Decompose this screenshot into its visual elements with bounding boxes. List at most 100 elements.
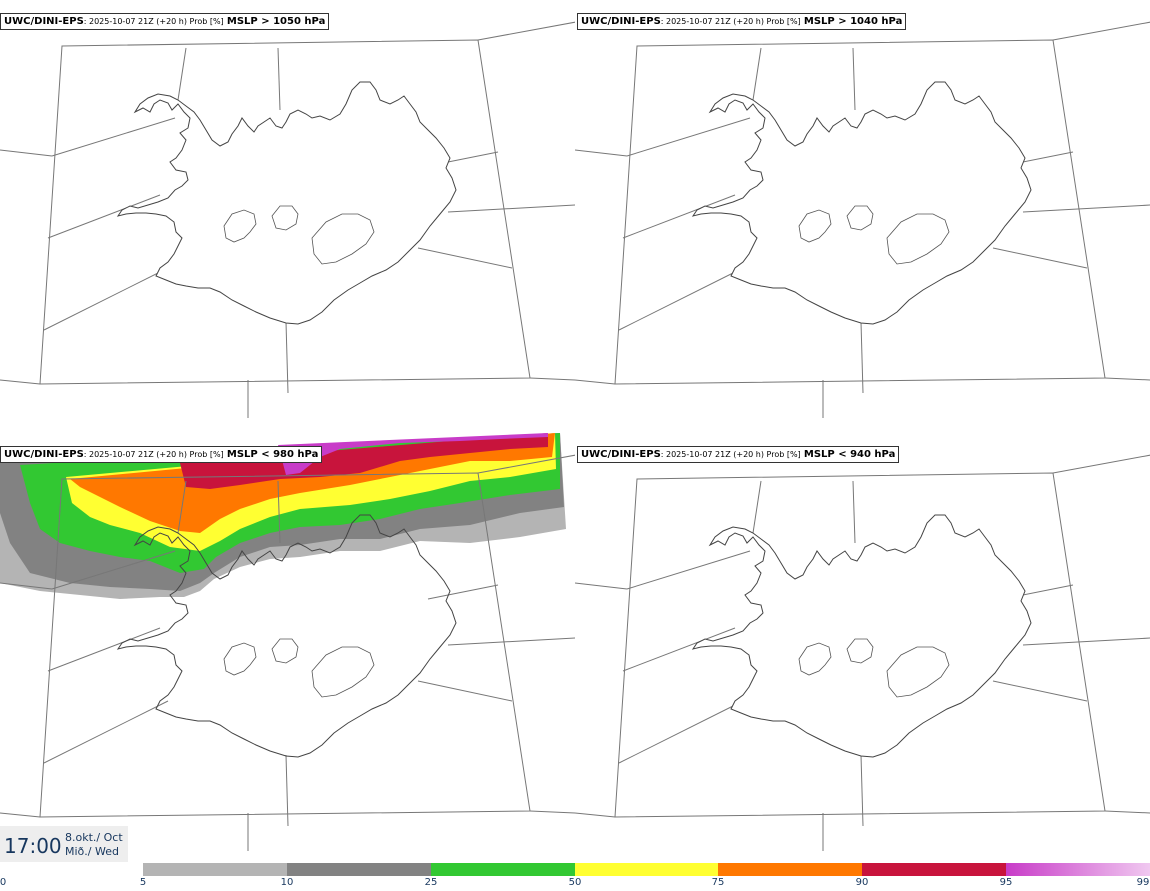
colorbar-tick-label: 99: [1136, 877, 1150, 888]
glacier-outline: [311, 646, 375, 698]
grid-line: [43, 267, 169, 331]
grid-line: [0, 812, 41, 818]
grid-line: [622, 627, 736, 672]
panel-title: UWC/DINI-EPS: 2025-10-07 21Z (+20 h) Pro…: [0, 446, 323, 463]
probability-band: [278, 433, 548, 475]
field-name: MSLP < 980 hPa: [226, 449, 319, 460]
grid-line: [1022, 637, 1150, 646]
glacier-outline: [798, 642, 832, 676]
colorbar-tick-label: 95: [999, 877, 1013, 888]
grid-line: [447, 204, 575, 213]
panel-title: UWC/DINI-EPS: 2025-10-07 21Z (+20 h) Pro…: [0, 13, 330, 30]
run-info: : 2025-10-07 21Z (+20 h) Prob [%]: [83, 17, 224, 26]
colorbar-segment: [143, 863, 287, 876]
colorbar-segment: [430, 863, 575, 876]
probability-colorbar: [143, 863, 1150, 876]
glacier-outline: [223, 642, 257, 676]
run-info: : 2025-10-07 21Z (+20 h) Prob [%]: [660, 17, 801, 26]
colorbar-tick-label: 10: [280, 877, 294, 888]
grid-line: [0, 379, 41, 385]
grid-line: [0, 149, 53, 157]
grid-line: [529, 810, 575, 814]
grid-line: [575, 582, 628, 590]
grid-line: [47, 194, 161, 239]
grid-line: [51, 550, 176, 590]
grid-line: [852, 47, 856, 111]
grid-line: [285, 321, 289, 394]
date-line-2: Mið./ Wed: [65, 845, 119, 858]
panel-title: UWC/DINI-EPS: 2025-10-07 21Z (+20 h) Pro…: [577, 446, 900, 463]
grid-line: [575, 812, 616, 818]
probability-band: [70, 433, 555, 533]
grid-line: [626, 550, 751, 590]
colorbar-tick-label: 90: [855, 877, 869, 888]
grid-line: [47, 627, 161, 672]
field-name: MSLP < 940 hPa: [803, 449, 896, 460]
grid-line: [0, 582, 53, 590]
map-canvas: [575, 454, 1150, 851]
grid-line: [477, 21, 575, 41]
colorbar-tick-label: 25: [424, 877, 438, 888]
colorbar-segment: [286, 863, 431, 876]
colorbar-segment: [1006, 863, 1150, 876]
colorbar-segment: [718, 863, 863, 876]
map-panel-mslp-gt-1040: UWC/DINI-EPS: 2025-10-07 21Z (+20 h) Pro…: [575, 0, 1150, 430]
coastline: [691, 81, 1032, 325]
map-panel-mslp-gt-1050: UWC/DINI-EPS: 2025-10-07 21Z (+20 h) Pro…: [0, 0, 575, 430]
probability-band: [180, 433, 548, 489]
grid-line: [427, 584, 499, 600]
grid-line: [618, 700, 744, 764]
grid-line: [618, 267, 744, 331]
glacier-outline: [846, 638, 874, 664]
glacier-outline: [846, 205, 874, 231]
grid-line: [1022, 204, 1150, 213]
glacier-outline: [271, 638, 299, 664]
colorbar-tick-label: 50: [568, 877, 582, 888]
colorbar-tick-label: 5: [139, 877, 147, 888]
map-canvas: [0, 21, 575, 418]
map-panel-mslp-lt-980: UWC/DINI-EPS: 2025-10-07 21Z (+20 h) Pro…: [0, 433, 575, 863]
model-name: UWC/DINI-EPS: [581, 16, 661, 27]
glacier-outline: [886, 213, 950, 265]
field-name: MSLP > 1050 hPa: [226, 16, 326, 27]
model-name: UWC/DINI-EPS: [581, 449, 661, 460]
coastline: [691, 514, 1032, 758]
glacier-outline: [271, 205, 299, 231]
grid-line: [852, 480, 856, 544]
colorbar-tick-label: 0: [0, 877, 7, 888]
glacier-outline: [886, 646, 950, 698]
valid-time: 17:00: [4, 834, 62, 858]
grid-line: [417, 247, 513, 269]
grid-line: [860, 754, 864, 827]
grid-line: [529, 377, 575, 381]
date-line-1: 8.okt./ Oct: [65, 831, 123, 844]
grid-line: [417, 680, 513, 702]
grid-line: [1104, 810, 1150, 814]
grid-line: [447, 637, 575, 646]
map-canvas: [0, 433, 575, 851]
run-info: : 2025-10-07 21Z (+20 h) Prob [%]: [83, 450, 224, 459]
model-name: UWC/DINI-EPS: [4, 16, 84, 27]
grid-line: [285, 754, 289, 827]
grid-line: [1052, 454, 1150, 474]
grid-line: [992, 680, 1088, 702]
field-name: MSLP > 1040 hPa: [803, 16, 903, 27]
model-name: UWC/DINI-EPS: [4, 449, 84, 460]
glacier-outline: [798, 209, 832, 243]
run-info: : 2025-10-07 21Z (+20 h) Prob [%]: [660, 450, 801, 459]
grid-line: [622, 194, 736, 239]
colorbar-tick-label: 75: [711, 877, 725, 888]
map-grid: [575, 21, 1150, 418]
grid-line: [575, 149, 628, 157]
glacier-outline: [223, 209, 257, 243]
grid-line: [51, 117, 176, 157]
grid-line: [43, 700, 169, 764]
map-canvas: [575, 21, 1150, 418]
grid-line: [575, 379, 616, 385]
coastline: [116, 81, 457, 325]
colorbar-segment: [574, 863, 719, 876]
grid-line: [277, 47, 281, 111]
grid-line: [277, 480, 281, 544]
map-panel-mslp-lt-940: UWC/DINI-EPS: 2025-10-07 21Z (+20 h) Pro…: [575, 433, 1150, 863]
valid-date: 8.okt./ Oct Mið./ Wed: [65, 831, 123, 859]
